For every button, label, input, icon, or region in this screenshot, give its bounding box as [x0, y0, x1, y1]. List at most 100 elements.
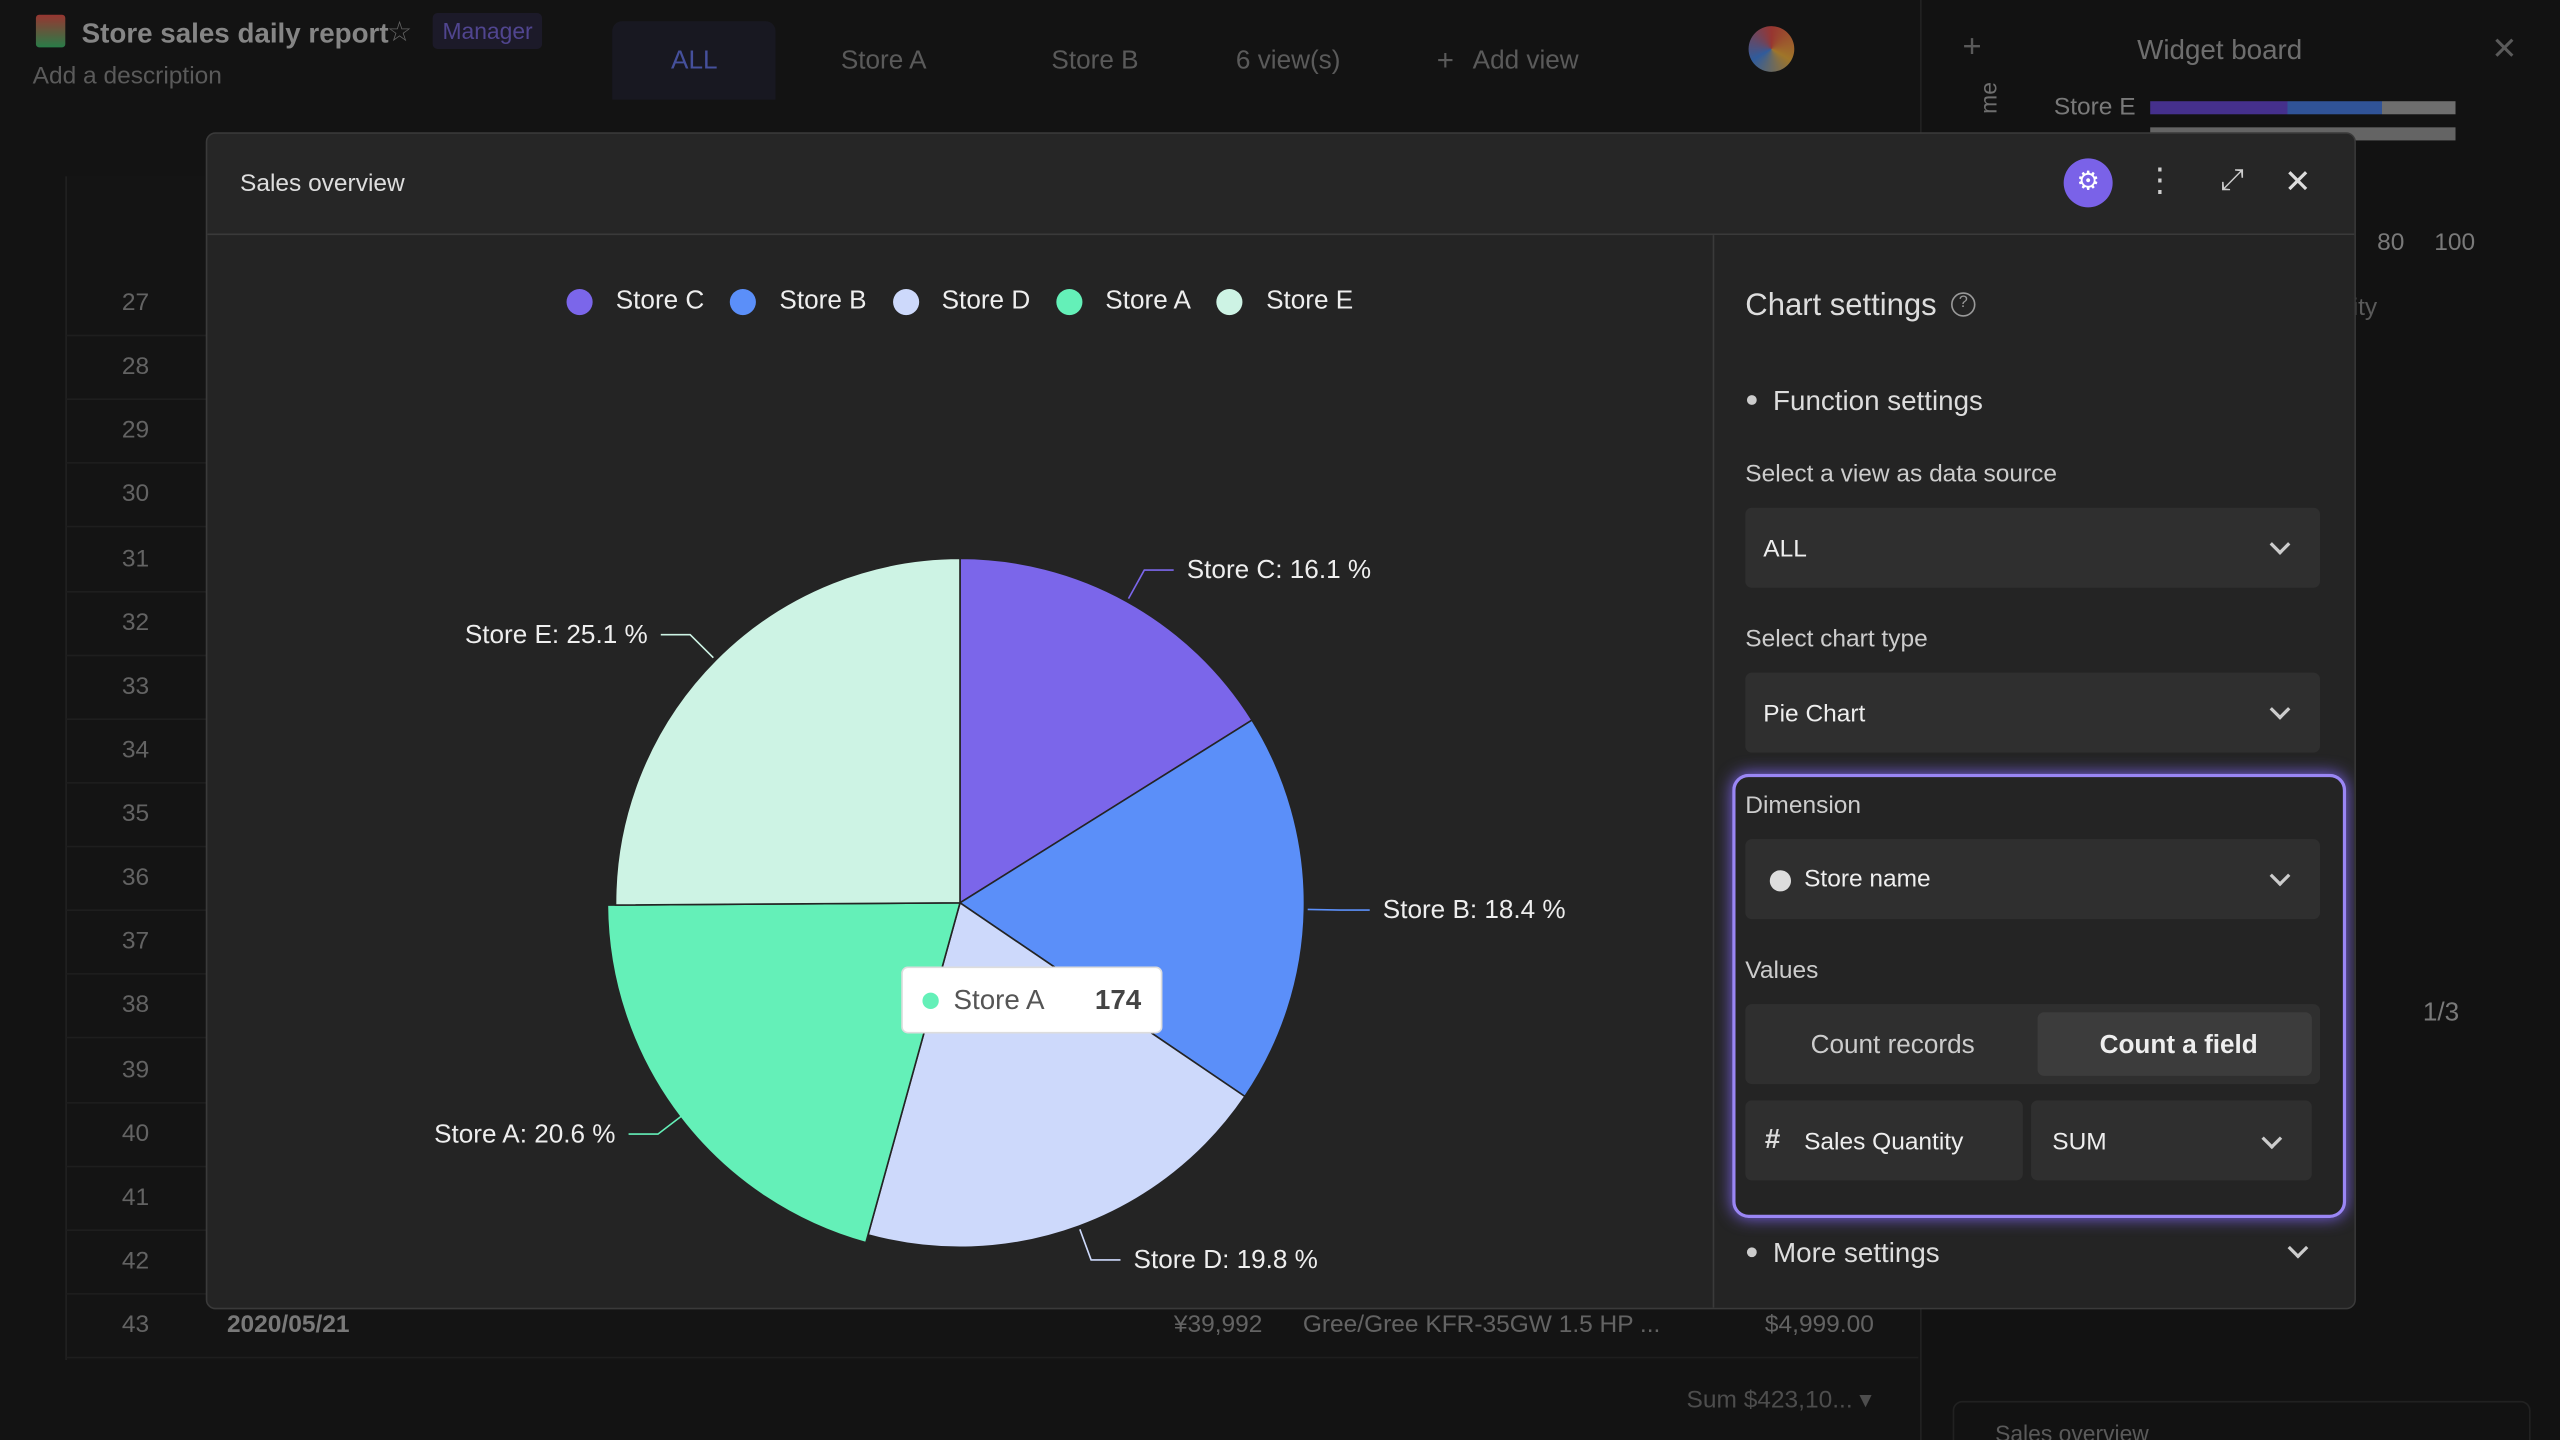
cell: ¥39,992 [1173, 1311, 1263, 1339]
add-widget[interactable]: + [1962, 29, 1982, 66]
avatar[interactable] [1748, 26, 1795, 72]
field-label: Select chart type [1745, 625, 1928, 654]
source-select[interactable] [1745, 507, 2320, 588]
active-tab-bg [612, 21, 776, 100]
legend-item[interactable]: Store B [730, 287, 867, 316]
plus-icon: + [1436, 44, 1454, 77]
select-value: SUM [2052, 1128, 2107, 1156]
row-number: 33 [121, 672, 150, 700]
row-line [65, 1356, 1919, 1359]
tooltip-dot [922, 992, 939, 1009]
legend-item[interactable]: Store A [1056, 287, 1191, 316]
legend-dot [566, 288, 593, 316]
app-icon [35, 14, 66, 48]
views-dropdown[interactable]: 6 view(s) [1235, 47, 1341, 76]
legend-label: Store A [1105, 287, 1191, 316]
legend-label: Store B [779, 287, 867, 316]
legend-item[interactable]: Store C [566, 287, 705, 316]
description[interactable]: Add a description [32, 62, 222, 90]
legend-dot [892, 288, 919, 316]
select-value: Pie Chart [1763, 700, 1866, 729]
slice-label: Store E: 25.1 % [465, 619, 648, 649]
legend-dot [1056, 288, 1083, 316]
cell: $4,999.00 [1764, 1311, 1874, 1339]
slice-label: Store B: 18.4 % [1383, 894, 1566, 924]
tooltip-value: 174 [1094, 984, 1142, 1016]
legend-item[interactable]: Store D [892, 287, 1031, 316]
axis-fragment: ity [2352, 293, 2378, 322]
row-number: 35 [121, 799, 150, 828]
expand-icon[interactable]: ⤢ [2220, 163, 2244, 196]
row-number: 27 [121, 288, 150, 317]
cell: 2020/05/21 [226, 1311, 350, 1339]
widget-title[interactable]: Sales overview [1995, 1420, 2149, 1440]
star-icon[interactable]: ☆ [386, 16, 412, 48]
legend-label: Store C [615, 287, 705, 316]
tick-label: 100 [2434, 228, 2476, 257]
select-value: ALL [1763, 535, 1807, 564]
close-icon[interactable]: ✕ [2284, 164, 2312, 201]
leader-line [660, 633, 714, 659]
field-label: Dimension [1745, 791, 1862, 820]
select-value: Store name [1804, 865, 1931, 894]
row-number: 29 [121, 416, 150, 445]
leader-line [1307, 908, 1370, 911]
type-select[interactable] [1745, 672, 2320, 753]
row-number: 34 [121, 736, 150, 764]
row-number: 32 [121, 608, 150, 637]
field-icon [1769, 870, 1792, 892]
row-number: 43 [121, 1311, 150, 1339]
tab[interactable]: Store B [1051, 47, 1139, 76]
bg-bar [2150, 101, 2456, 115]
tab[interactable]: Store A [840, 47, 927, 76]
hash-icon: # [1764, 1123, 1781, 1155]
row-number: 30 [121, 480, 150, 509]
toggle-active [2037, 1012, 2312, 1076]
tab[interactable]: ALL [671, 47, 718, 76]
bullet [1746, 1247, 1757, 1258]
aggregate-select[interactable] [2031, 1100, 2312, 1181]
sum-footer[interactable]: Sum $423,10... ▾ [1686, 1386, 1872, 1414]
toggle-option[interactable]: Count records [1810, 1031, 1975, 1060]
slice-label: Store C: 16.1 % [1187, 554, 1371, 584]
section-title[interactable]: More settings [1773, 1237, 1940, 1269]
leader-line [1079, 1229, 1121, 1261]
highlight-frame [1732, 773, 2347, 1218]
widget-card [1952, 1400, 2531, 1440]
legend-dot [1217, 288, 1244, 316]
dimension-select[interactable] [1745, 839, 2320, 920]
pie-slice [959, 557, 1254, 905]
legend-item[interactable]: Store E [1217, 287, 1353, 316]
close-board[interactable]: ✕ [2491, 32, 2518, 67]
help-icon[interactable]: ? [1951, 292, 1976, 317]
doc-title[interactable]: Store sales daily report [81, 17, 389, 49]
slice-label: Store D: 19.8 % [1134, 1244, 1318, 1274]
toggle-option[interactable]: Count a field [2099, 1031, 2258, 1060]
settings-button[interactable]: ⚙ [2063, 158, 2113, 208]
add-view[interactable]: Add view [1472, 47, 1579, 76]
settings-title: Chart settings [1745, 288, 1937, 324]
legend-dot [730, 288, 757, 316]
legend-label: Store E [1266, 287, 1354, 316]
row-number: 39 [121, 1055, 150, 1084]
more-icon[interactable]: ⋮ [2143, 163, 2177, 200]
modal-header [207, 133, 2355, 236]
row-number: 41 [121, 1183, 150, 1212]
row-number: 42 [121, 1247, 150, 1275]
tooltip-name: Store A [953, 984, 1045, 1016]
widget-board-title[interactable]: Widget board [2137, 34, 2303, 66]
field-select[interactable] [1745, 1100, 2023, 1181]
bar-label: Store E [2053, 93, 2136, 121]
legend: Store C Store B Store D Store A Store E [207, 287, 1712, 316]
role-badge: Manager [432, 13, 543, 49]
field-label: Values [1745, 956, 1819, 985]
section-title: Function settings [1773, 385, 1983, 417]
row-number: 40 [121, 1119, 150, 1148]
slice-label: Store A: 20.6 % [434, 1118, 615, 1148]
field-label: Select a view as data source [1745, 460, 2058, 489]
bullet [1746, 395, 1757, 405]
legend-label: Store D [941, 287, 1031, 316]
row-number: 31 [121, 544, 150, 573]
